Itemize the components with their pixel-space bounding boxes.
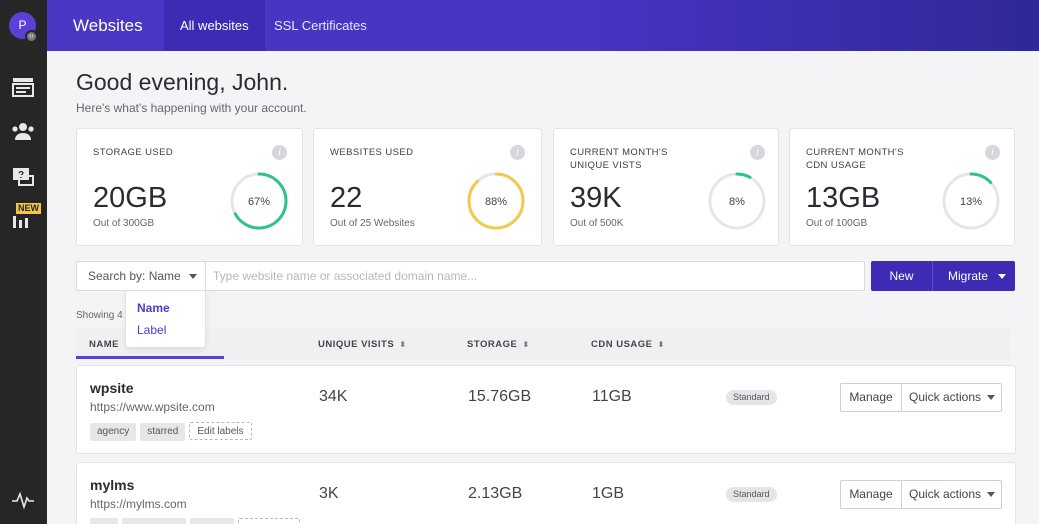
label-tag[interactable] xyxy=(122,518,186,524)
progress-label: 88% xyxy=(485,196,507,208)
dropdown-option-label[interactable]: Label xyxy=(137,323,167,337)
avatar[interactable]: P xyxy=(9,12,36,39)
progress-ring: 8% xyxy=(708,172,766,230)
stat-sub: Out of 100GB xyxy=(806,218,868,229)
stat-value: 22 xyxy=(330,182,363,214)
site-labels: agency starred Edit labels xyxy=(90,421,256,441)
sort-icon: ⬍ xyxy=(399,340,407,349)
info-icon[interactable]: i xyxy=(985,145,1000,160)
site-url[interactable]: https://www.wpsite.com xyxy=(90,400,215,414)
stat-card-unique-visits: CURRENT MONTH'S UNIQUE VISTS i 39K Out o… xyxy=(553,128,779,246)
page-title: Good evening, John. xyxy=(76,69,289,95)
sidebar: P ‹› ? NEW xyxy=(0,0,47,524)
stat-label: CURRENT MONTH'S UNIQUE VISTS xyxy=(570,147,668,171)
table-header: NAME UNIQUE VISITS ⬍ STORAGE ⬍ CDN USAGE ⬍ xyxy=(76,329,1010,359)
active-column-indicator xyxy=(76,356,224,359)
progress-ring: 13% xyxy=(942,172,1000,230)
label-tag[interactable]: starred xyxy=(140,423,186,441)
dropdown-option-name[interactable]: Name xyxy=(137,301,170,315)
progress-label: 13% xyxy=(960,196,982,208)
activity-icon[interactable] xyxy=(11,489,35,511)
site-name[interactable]: mylms xyxy=(90,477,135,493)
manage-button[interactable]: Manage xyxy=(840,480,902,509)
stat-label: CURRENT MONTH'S CDN USAGE xyxy=(806,147,904,171)
table-row: mylms https://mylms.com 3K 2.13GB 1GB St… xyxy=(76,462,1016,524)
analytics-icon[interactable] xyxy=(11,208,35,230)
tab-all-websites[interactable]: All websites xyxy=(164,0,265,51)
edit-labels-button[interactable] xyxy=(238,518,300,524)
column-header-name[interactable]: NAME xyxy=(89,339,119,350)
plan-badge: Standard xyxy=(726,390,777,405)
page-subtitle: Here's what's happening with your accoun… xyxy=(76,101,307,115)
sort-icon: ⬍ xyxy=(522,340,530,349)
tab-ssl-certificates[interactable]: SSL Certificates xyxy=(274,18,367,33)
users-icon[interactable] xyxy=(11,121,35,143)
column-header-unique-visits[interactable]: UNIQUE VISITS ⬍ xyxy=(318,339,407,350)
search-by-dropdown: Name Label xyxy=(125,290,206,348)
quick-actions-button[interactable]: Quick actions xyxy=(901,480,1002,509)
code-badge-icon: ‹› xyxy=(25,30,38,43)
stat-value: 13GB xyxy=(806,182,881,214)
search-bar: Search by: Name xyxy=(76,261,865,291)
storage-value: 2.13GB xyxy=(468,485,523,502)
stat-card-websites: WEBSITES USED i 22 Out of 25 Websites 88… xyxy=(313,128,542,246)
progress-ring: 67% xyxy=(230,172,288,230)
edit-labels-button[interactable]: Edit labels xyxy=(189,422,252,440)
table-row: wpsite https://www.wpsite.com agency star… xyxy=(76,365,1016,454)
label-tag[interactable]: agency xyxy=(90,423,137,441)
progress-label: 8% xyxy=(729,196,745,208)
info-icon[interactable]: i xyxy=(750,145,765,160)
stat-value: 39K xyxy=(570,182,622,214)
search-by-label: Search by: Name xyxy=(88,269,181,283)
stat-label: STORAGE USED xyxy=(93,147,174,158)
progress-label: 67% xyxy=(248,196,270,208)
stat-card-cdn-usage: CURRENT MONTH'S CDN USAGE i 13GB Out of … xyxy=(789,128,1015,246)
stat-card-storage: STORAGE USED i 20GB Out of 300GB 67% xyxy=(76,128,303,246)
stat-label: WEBSITES USED xyxy=(330,147,414,158)
stat-sub: Out of 300GB xyxy=(93,218,155,229)
chevron-down-icon xyxy=(188,274,197,280)
info-icon[interactable]: i xyxy=(272,145,287,160)
migrate-label: Migrate xyxy=(948,269,989,283)
search-input[interactable] xyxy=(207,262,863,290)
manage-button[interactable]: Manage xyxy=(840,383,902,412)
column-header-cdn-usage[interactable]: CDN USAGE ⬍ xyxy=(591,339,665,350)
search-by-select[interactable]: Search by: Name xyxy=(77,262,206,290)
site-url[interactable]: https://mylms.com xyxy=(90,497,187,511)
info-icon[interactable]: i xyxy=(510,145,525,160)
new-badge: NEW xyxy=(16,203,41,214)
top-bar: Websites All websites SSL Certificates xyxy=(47,0,1039,51)
stat-value: 20GB xyxy=(93,182,168,214)
quick-actions-label: Quick actions xyxy=(909,487,982,501)
chevron-down-icon xyxy=(987,492,996,498)
label-tag[interactable] xyxy=(190,518,234,524)
unique-visits-value: 3K xyxy=(319,485,339,502)
quick-actions-label: Quick actions xyxy=(909,390,982,404)
storage-value: 15.76GB xyxy=(468,388,532,405)
stat-sub: Out of 500K xyxy=(570,218,624,229)
cdn-usage-value: 11GB xyxy=(592,388,632,405)
migrate-button[interactable]: Migrate xyxy=(932,261,1015,291)
quick-actions-button[interactable]: Quick actions xyxy=(901,383,1002,412)
column-header-storage[interactable]: STORAGE ⬍ xyxy=(467,339,530,350)
progress-ring: 88% xyxy=(467,172,525,230)
new-button[interactable]: New xyxy=(871,261,932,291)
plan-badge: Standard xyxy=(726,487,777,502)
chevron-down-icon xyxy=(987,395,996,401)
chevron-down-icon xyxy=(998,274,1007,280)
app-title: Websites xyxy=(73,16,143,35)
unique-visits-value: 34K xyxy=(319,388,348,405)
cdn-usage-value: 1GB xyxy=(592,485,625,502)
stat-sub: Out of 25 Websites xyxy=(330,218,415,229)
label-tag[interactable] xyxy=(90,518,118,524)
sort-icon: ⬍ xyxy=(657,340,665,349)
support-icon[interactable]: ? xyxy=(11,166,35,188)
results-count: Showing 4 xyxy=(76,310,123,321)
site-name[interactable]: wpsite xyxy=(90,380,134,396)
sites-icon[interactable] xyxy=(11,76,35,98)
site-labels xyxy=(90,518,304,524)
